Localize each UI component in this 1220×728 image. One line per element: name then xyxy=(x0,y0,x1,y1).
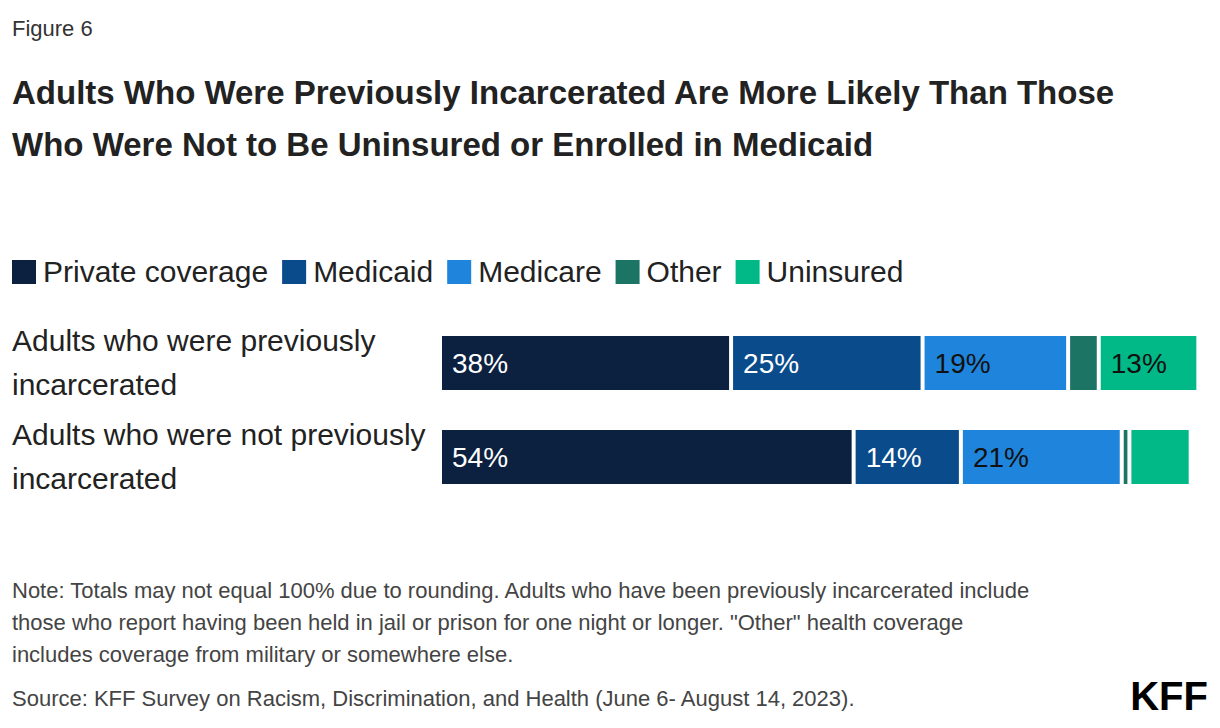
category-label: Adults who were previouslyincarcerated xyxy=(12,324,376,401)
data-label: 25% xyxy=(743,348,799,379)
category-label: Adults who were not previouslyincarcerat… xyxy=(12,418,426,495)
category-labels: Adults who were previouslyincarcerated Ad… xyxy=(12,324,426,495)
data-label: 54% xyxy=(452,442,508,473)
bar-segment xyxy=(733,336,921,390)
bar-segment xyxy=(963,430,1120,484)
legend-swatch xyxy=(447,260,471,284)
logo: KFF xyxy=(1130,674,1208,718)
legend-swatch xyxy=(12,260,36,284)
data-label: 13% xyxy=(1111,348,1167,379)
bar-segment xyxy=(1124,430,1128,484)
legend-label: Other xyxy=(647,255,722,288)
data-label: 21% xyxy=(973,442,1029,473)
legend-swatch xyxy=(616,260,640,284)
bar-segment xyxy=(925,336,1067,390)
source: Source: KFF Survey on Racism, Discrimina… xyxy=(12,686,855,711)
chart: Figure 6 Adults Who Were Previously Incar… xyxy=(0,0,1220,728)
bar-segment xyxy=(442,336,729,390)
bar-segment xyxy=(1131,430,1188,484)
legend-swatch xyxy=(736,260,760,284)
title: Adults Who Were Previously Incarcerated … xyxy=(12,74,1114,163)
legend-label: Uninsured xyxy=(767,255,904,288)
note: Note: Totals may not equal 100% due to r… xyxy=(12,578,1029,667)
bars xyxy=(442,336,1196,484)
data-labels: 38% 25% 19% 13% 54% 14% 21% xyxy=(452,348,1167,473)
figure-label: Figure 6 xyxy=(12,16,93,41)
legend-label: Medicaid xyxy=(313,255,433,288)
bar-segment xyxy=(442,430,852,484)
legend: Private coverage Medicaid Medicare Other Uni… xyxy=(12,255,903,288)
legend-label: Private coverage xyxy=(43,255,268,288)
data-label: 19% xyxy=(935,348,991,379)
data-label: 14% xyxy=(866,442,922,473)
bar-segment xyxy=(1101,336,1197,390)
legend-label: Medicare xyxy=(478,255,601,288)
data-label: 38% xyxy=(452,348,508,379)
legend-swatch xyxy=(282,260,306,284)
bar-segment xyxy=(856,430,959,484)
bar-segment xyxy=(1070,336,1097,390)
